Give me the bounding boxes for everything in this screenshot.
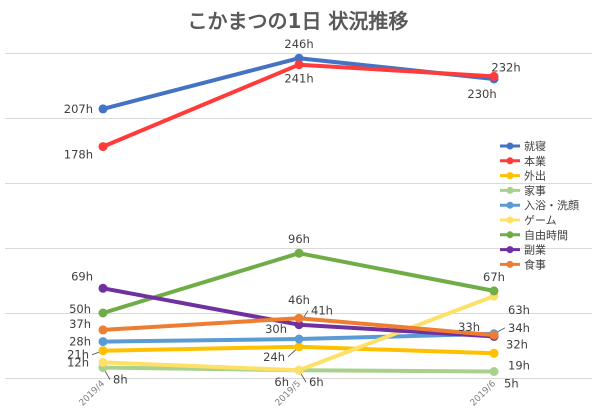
data-point — [98, 346, 108, 356]
data-label: 67h — [483, 270, 505, 284]
data-point — [489, 367, 499, 376]
data-point — [489, 348, 499, 358]
legend-label: 自由時間 — [524, 228, 568, 242]
legend-label: 家事 — [524, 183, 546, 197]
data-label: 232h — [491, 60, 520, 74]
legend-label: 入浴・洗顔 — [524, 198, 579, 212]
gridlines — [5, 53, 592, 379]
data-point — [98, 357, 108, 367]
legend-marker — [506, 201, 514, 209]
data-point — [98, 308, 108, 318]
legend-label: 就寝 — [524, 139, 546, 153]
data-point — [294, 60, 304, 70]
data-label: 24h — [263, 350, 285, 364]
data-points — [98, 53, 499, 376]
data-label: 32h — [506, 337, 528, 351]
data-point — [489, 71, 499, 81]
data-label: 41h — [311, 304, 333, 318]
data-label: 37h — [69, 317, 91, 331]
data-label: 33h — [458, 320, 480, 334]
data-label: 63h — [508, 303, 530, 317]
legend-label: 外出 — [524, 169, 546, 183]
legend-marker — [506, 231, 514, 239]
data-label: 30h — [265, 322, 287, 336]
data-label: 28h — [69, 335, 91, 349]
legend-label: 副業 — [524, 244, 546, 257]
data-label: 46h — [288, 293, 310, 307]
legend-marker — [506, 142, 514, 150]
x-tick-label: 2019/6 — [469, 379, 499, 409]
data-label: 96h — [288, 232, 310, 246]
data-point — [294, 320, 304, 330]
legend-label: 食事 — [524, 257, 546, 271]
data-label: 8h — [113, 373, 128, 387]
legend-marker — [506, 186, 514, 194]
data-point — [98, 283, 108, 293]
data-label: 178h — [64, 148, 93, 162]
data-label: 19h — [508, 358, 530, 372]
data-label: 246h — [284, 37, 313, 51]
legend-marker — [506, 260, 514, 268]
data-label: 12h — [67, 355, 89, 369]
data-point — [98, 325, 108, 335]
legend-label: 本業 — [524, 154, 546, 168]
data-label: 50h — [69, 302, 91, 316]
data-point — [98, 142, 108, 152]
legend-marker — [506, 172, 514, 180]
chart-title: こかまつの1日 状況推移 — [188, 9, 409, 33]
data-label: 207h — [64, 102, 93, 116]
data-point — [294, 342, 304, 352]
data-label: 21h — [67, 348, 89, 362]
legend-marker — [506, 246, 514, 254]
legend-label: ゲーム — [524, 214, 557, 227]
data-label: 34h — [508, 321, 530, 335]
data-point — [98, 104, 108, 114]
legend-marker — [506, 157, 514, 165]
data-label: 5h — [504, 377, 519, 391]
data-label: 241h — [284, 72, 313, 86]
data-point — [294, 365, 304, 375]
data-label: 69h — [71, 269, 93, 283]
data-point — [489, 286, 499, 296]
data-point — [98, 337, 108, 347]
data-point — [294, 248, 304, 258]
data-labels: 207h 246h 230h 178h 241h 232h 21h 24h 19h 8h 6h 5h 2… — [64, 37, 530, 390]
data-point — [489, 330, 499, 340]
data-label: 6h — [274, 375, 289, 389]
data-label: 230h — [467, 87, 496, 101]
x-tick-label: 2019/4 — [78, 379, 108, 409]
legend-marker — [506, 216, 514, 224]
data-label: 6h — [309, 375, 324, 389]
data-point — [294, 313, 304, 323]
data-point — [294, 334, 304, 344]
data-point — [294, 53, 304, 63]
